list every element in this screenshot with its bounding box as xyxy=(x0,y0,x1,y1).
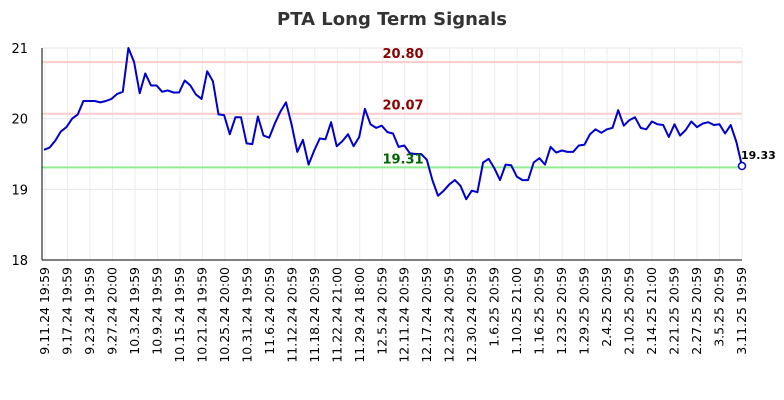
x-tick-label: 12.17.24 20:59 xyxy=(419,267,434,363)
y-tick-label: 19 xyxy=(11,183,28,198)
x-tick-label: 10.9.24 19:59 xyxy=(149,267,164,355)
x-tick-label: 11.22.24 21:00 xyxy=(329,267,344,363)
x-tick-label: 11.18.24 20:59 xyxy=(307,267,322,363)
x-tick-label: 9.23.24 19:59 xyxy=(82,267,97,355)
price-series xyxy=(43,47,747,201)
chart-title: PTA Long Term Signals xyxy=(277,9,507,30)
x-tick-label: 1.6.25 20:59 xyxy=(487,267,502,347)
grid xyxy=(42,47,743,261)
signal-label: 20.80 xyxy=(382,47,423,62)
last-point-label: 19.33 xyxy=(741,149,776,162)
x-tick-label: 12.30.24 20:59 xyxy=(464,267,479,363)
x-tick-label: 1.16.25 20:59 xyxy=(532,267,547,355)
x-tick-label: 11.12.24 20:59 xyxy=(284,267,299,363)
x-tick-label: 2.27.25 20:59 xyxy=(689,267,704,355)
x-tick-label: 2.10.25 20:59 xyxy=(622,267,637,355)
x-tick-label: 1.10.25 21:00 xyxy=(509,267,524,355)
x-tick-label: 10.3.24 19:59 xyxy=(127,267,142,355)
x-tick-label: 9.17.24 19:59 xyxy=(59,267,74,355)
x-tick-label: 9.27.24 20:00 xyxy=(104,267,119,355)
x-tick-label: 12.5.24 20:59 xyxy=(374,267,389,355)
x-tick-label: 3.11.25 19:59 xyxy=(734,267,749,355)
x-tick-label: 2.14.25 21:00 xyxy=(644,267,659,355)
x-tick-label: 2.21.25 20:59 xyxy=(667,267,682,355)
y-tick-label: 20 xyxy=(11,113,28,128)
x-tick-label: 10.21.24 19:59 xyxy=(194,267,209,363)
annotations: 20.80 20.07 19.31 19.33 xyxy=(382,47,775,167)
x-tick-label: 10.15.24 19:59 xyxy=(172,267,187,363)
x-tick-label: 10.25.24 20:00 xyxy=(217,267,232,363)
x-tick-label: 11.6.24 20:59 xyxy=(262,267,277,355)
x-tick-label: 1.23.25 20:59 xyxy=(554,267,569,355)
x-tick-label: 3.5.25 20:59 xyxy=(712,267,727,347)
y-tick-label: 18 xyxy=(11,254,28,269)
signal-label: 20.07 xyxy=(382,99,423,114)
x-tick-label: 10.31.24 19:59 xyxy=(239,267,254,363)
x-tick-label: 11.29.24 18:00 xyxy=(352,267,367,363)
axes: 18 19 20 21 9.11.24 19:59 9.17.24 19:59 9.23.2… xyxy=(11,42,749,363)
price-line xyxy=(43,47,743,201)
x-tick-label: 1.29.25 20:59 xyxy=(577,267,592,355)
signal-lines xyxy=(42,61,742,169)
x-tick-label: 9.11.24 19:59 xyxy=(37,267,52,355)
x-tick-label: 12.23.24 20:59 xyxy=(442,267,457,363)
last-point-marker xyxy=(737,161,747,171)
y-tick-label: 21 xyxy=(11,42,28,57)
signal-label: 19.31 xyxy=(382,152,423,167)
x-tick-label: 2.4.25 20:59 xyxy=(599,267,614,347)
x-tick-label: 12.11.24 20:59 xyxy=(397,267,412,363)
